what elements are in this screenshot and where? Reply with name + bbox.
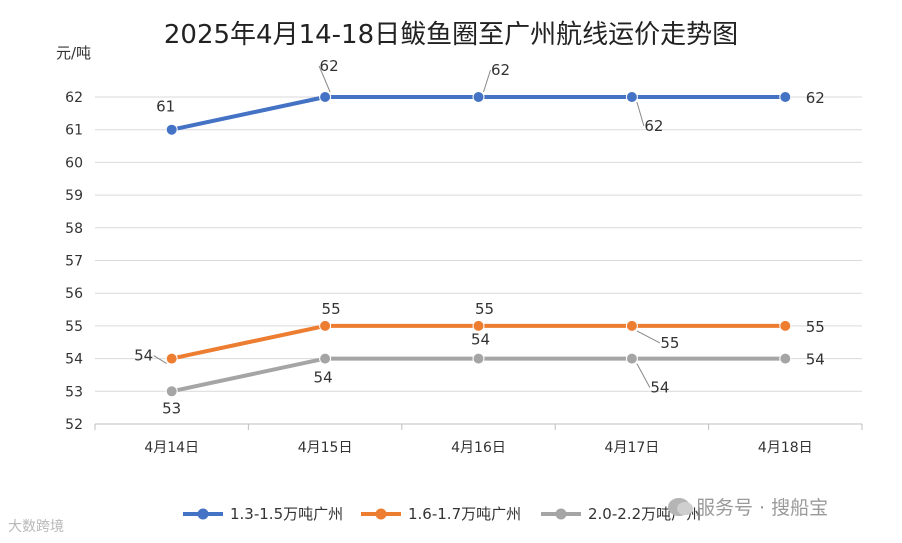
- data-point: [779, 91, 792, 103]
- watermark-right: 服务号 · 搜船宝: [668, 493, 828, 520]
- data-point: [319, 91, 332, 103]
- x-tick-label: 4月16日: [451, 440, 506, 456]
- data-point: [472, 319, 485, 332]
- data-label: 54: [806, 351, 825, 369]
- data-label: 54: [650, 379, 669, 397]
- data-point: [625, 319, 638, 332]
- y-tick-label: 57: [65, 254, 83, 270]
- data-label: 55: [806, 318, 825, 336]
- label-leader: [636, 363, 651, 388]
- data-label: 54: [471, 331, 490, 349]
- y-tick-label: 61: [65, 123, 83, 139]
- y-tick-label: 62: [65, 90, 83, 106]
- y-tick-label: 59: [65, 188, 83, 204]
- data-label: 62: [644, 117, 663, 135]
- label-leader: [636, 101, 645, 127]
- label-leader: [153, 355, 167, 365]
- x-tick-label: 4月17日: [605, 440, 660, 456]
- data-label: 62: [806, 89, 825, 107]
- data-label: 62: [491, 61, 510, 79]
- data-point: [472, 91, 485, 103]
- y-tick-label: 53: [65, 384, 83, 400]
- data-label: 53: [162, 399, 181, 417]
- label-leader: [636, 330, 661, 344]
- data-label: 61: [156, 98, 175, 116]
- data-point: [779, 319, 792, 332]
- data-label: 55: [322, 300, 341, 318]
- data-point: [625, 91, 638, 103]
- data-point: [165, 123, 178, 136]
- data-point: [165, 352, 178, 365]
- y-tick-label: 52: [65, 417, 83, 433]
- label-leader: [483, 69, 491, 93]
- data-label: 54: [134, 347, 153, 365]
- label-leader: [318, 65, 331, 93]
- data-point: [779, 352, 792, 365]
- x-tick-label: 4月14日: [144, 440, 199, 456]
- y-tick-label: 60: [65, 155, 83, 171]
- wechat-icon: [668, 497, 693, 516]
- x-tick-label: 4月15日: [298, 440, 353, 456]
- legend-swatch-marker: [197, 508, 209, 520]
- data-label: 55: [475, 300, 494, 318]
- watermark-right-text: 服务号 · 搜船宝: [696, 497, 829, 519]
- y-axis-unit: 元/吨: [56, 44, 92, 62]
- watermark-left: 大数跨境: [8, 519, 64, 535]
- data-point: [625, 352, 638, 365]
- y-tick-label: 54: [65, 352, 83, 368]
- y-tick-label: 55: [65, 319, 83, 335]
- y-tick-label: 56: [65, 286, 83, 302]
- legend-item: 1.6-1.7万吨广州: [408, 505, 521, 523]
- data-label: 55: [660, 334, 679, 352]
- data-label: 54: [314, 369, 333, 387]
- data-point: [319, 319, 332, 332]
- data-point: [165, 385, 178, 398]
- legend-item: 1.3-1.5万吨广州: [230, 505, 343, 523]
- x-tick-label: 4月18日: [758, 440, 813, 456]
- data-point: [472, 352, 485, 365]
- data-point: [319, 352, 332, 365]
- y-tick-label: 58: [65, 221, 83, 237]
- chart-title: 2025年4月14-18日鲅鱼圈至广州航线运价走势图: [163, 20, 739, 50]
- legend-swatch-marker: [555, 508, 567, 520]
- data-label: 62: [320, 57, 339, 75]
- legend-swatch-marker: [375, 508, 387, 520]
